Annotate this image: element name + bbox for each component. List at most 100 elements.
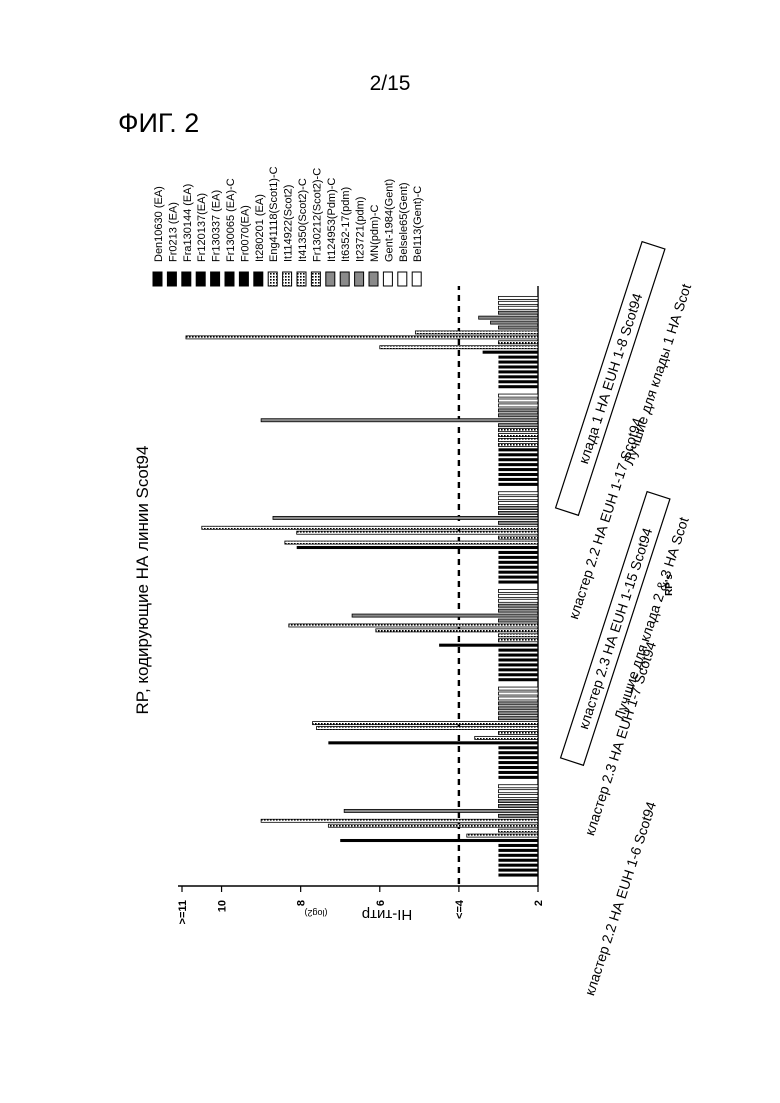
legend-swatch	[369, 272, 378, 286]
bar	[328, 741, 538, 744]
legend-label: Eng41118(Scot1)-C	[268, 166, 280, 262]
bar	[498, 306, 538, 309]
value-axis-title: HI-титр	[362, 906, 412, 923]
bar	[498, 429, 538, 432]
bar	[498, 468, 538, 471]
legend-swatch	[153, 272, 162, 286]
bar	[498, 707, 538, 710]
bar	[498, 731, 538, 734]
bar	[498, 502, 538, 505]
bar	[376, 629, 538, 632]
bar	[498, 663, 538, 666]
bar	[498, 458, 538, 461]
bar	[498, 361, 538, 364]
bar	[498, 609, 538, 612]
bar	[498, 829, 538, 832]
legend-label: Fr0070(EA)	[239, 205, 251, 262]
bar	[498, 874, 538, 877]
bar	[498, 849, 538, 852]
legend-label: It23721(pdm)	[355, 197, 367, 262]
bar	[313, 722, 538, 725]
bar	[498, 394, 538, 397]
legend-swatch	[225, 272, 234, 286]
legend-layer: Den10630 (EA)Fr0213 (EA)Fra130144 (EA)Fr…	[153, 166, 424, 286]
bar	[483, 351, 538, 354]
bar	[340, 839, 538, 842]
bar	[498, 581, 538, 584]
bar	[289, 624, 538, 627]
bar	[498, 790, 538, 793]
tick-label: >=11	[177, 900, 189, 924]
legend-swatch	[268, 272, 277, 286]
legend-label: It6352-17(pdm)	[340, 187, 352, 262]
bar	[498, 434, 538, 437]
bar	[285, 541, 538, 544]
bar	[498, 717, 538, 720]
bar	[498, 326, 538, 329]
bar	[344, 809, 538, 812]
bar	[498, 697, 538, 700]
legend-label: It41350(Scot2)-C	[297, 178, 309, 262]
bar	[498, 463, 538, 466]
bar	[261, 419, 538, 422]
bar	[498, 365, 538, 368]
legend-label: Bel113(Gent)-C	[412, 186, 424, 262]
bar	[297, 531, 538, 534]
bar	[498, 814, 538, 817]
bar	[498, 356, 538, 359]
bar	[498, 521, 538, 524]
bar	[273, 516, 538, 519]
bar	[498, 776, 538, 779]
labels-layer: HI-титр(log2)RP, кодирующие НА линии Sco…	[133, 242, 694, 998]
bar	[498, 438, 538, 441]
legend-label: MN(pdm)-C	[369, 205, 381, 262]
legend-label: It280201 (EA)	[254, 194, 266, 262]
legend-label: Fr120137(EA)	[196, 193, 208, 262]
bar	[297, 546, 538, 549]
bar	[498, 589, 538, 592]
bar	[498, 800, 538, 803]
bar	[498, 702, 538, 705]
bar	[498, 687, 538, 690]
legend-swatch	[196, 272, 205, 286]
bar	[498, 404, 538, 407]
bar	[498, 571, 538, 574]
bar	[498, 859, 538, 862]
bar	[498, 424, 538, 427]
bar	[261, 819, 538, 822]
bar	[498, 649, 538, 652]
tick-label: 6	[375, 900, 387, 906]
bar	[498, 473, 538, 476]
legend-swatch	[211, 272, 220, 286]
legend-label: It124953(Pdm)-C	[326, 178, 338, 262]
bar	[498, 654, 538, 657]
bar	[202, 526, 538, 529]
bar	[491, 321, 538, 324]
legend-label: Fra130144 (EA)	[182, 184, 194, 262]
bar	[498, 375, 538, 378]
bar	[498, 409, 538, 412]
bar	[498, 604, 538, 607]
bar	[498, 854, 538, 857]
bar	[498, 448, 538, 451]
bar	[380, 346, 538, 349]
bar	[352, 614, 538, 617]
tick-label: 8	[296, 900, 308, 906]
bar	[498, 483, 538, 486]
bar	[316, 727, 538, 730]
bar	[498, 380, 538, 383]
bar	[498, 551, 538, 554]
bar	[467, 834, 538, 837]
legend-label: It114922(Scot2)	[283, 185, 295, 262]
legend-swatch	[283, 272, 292, 286]
bar	[498, 497, 538, 500]
bar	[498, 761, 538, 764]
legend-label: Fr130337 (EA)	[211, 190, 223, 262]
bar	[498, 804, 538, 807]
bar	[498, 864, 538, 867]
bar	[498, 639, 538, 642]
bar	[498, 844, 538, 847]
legend-swatch	[182, 272, 191, 286]
bar	[498, 869, 538, 872]
legend-label: Fr130212(Scot2)-C	[311, 168, 323, 262]
